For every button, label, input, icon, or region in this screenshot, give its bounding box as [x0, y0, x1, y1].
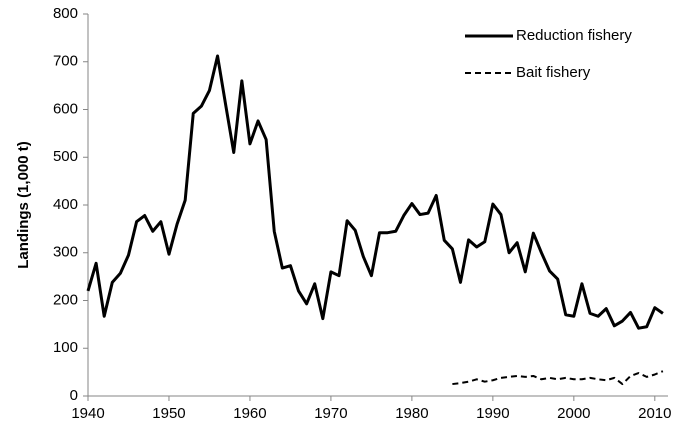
- x-tick-label: 2010: [638, 405, 671, 422]
- y-tick-label: 0: [70, 387, 78, 404]
- x-tick-label: 1960: [233, 405, 266, 422]
- y-tick-label: 100: [53, 339, 78, 356]
- x-tick-label: 1950: [152, 405, 185, 422]
- x-tick-label: 1980: [395, 405, 428, 422]
- legend-label: Bait fishery: [516, 64, 591, 81]
- y-tick-label: 400: [53, 196, 78, 213]
- y-tick-label: 300: [53, 244, 78, 261]
- x-tick-label: 2000: [557, 405, 590, 422]
- x-tick-label: 1940: [71, 405, 104, 422]
- series-line: [86, 54, 664, 330]
- y-tick-label: 600: [53, 100, 78, 117]
- legend-label: Reduction fishery: [516, 27, 632, 44]
- y-tick-label: 800: [53, 5, 78, 22]
- y-tick-label: 700: [53, 53, 78, 70]
- y-tick-label: 500: [53, 148, 78, 165]
- series-line: [452, 370, 664, 386]
- x-tick-label: 1990: [476, 405, 509, 422]
- y-tick-label: 200: [53, 291, 78, 308]
- x-tick-label: 1970: [314, 405, 347, 422]
- y-axis-label: Landings (1,000 t): [15, 141, 32, 269]
